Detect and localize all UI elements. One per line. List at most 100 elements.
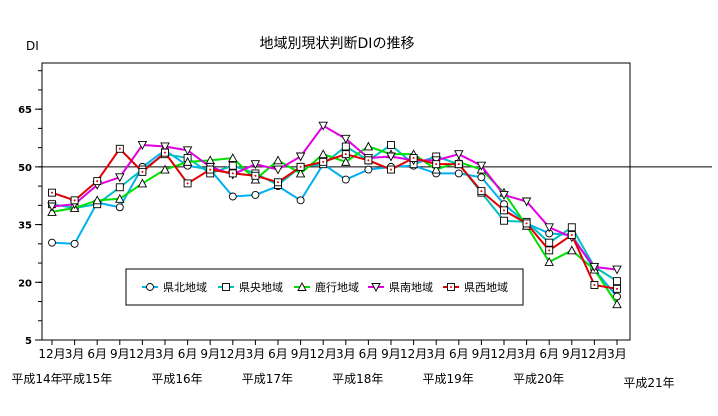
y-axis: 5 20 35 50 65 <box>18 70 42 347</box>
data-point <box>612 265 622 275</box>
data-point <box>341 175 350 184</box>
data-point <box>613 277 621 286</box>
data-point <box>295 168 306 178</box>
year-label: 平成18年 <box>332 372 383 386</box>
year-label: 平成20年 <box>513 372 564 386</box>
data-point <box>386 152 396 162</box>
x-tick-label: 9月 <box>291 347 311 361</box>
legend-label: 県央地域 <box>239 281 283 294</box>
series-line <box>51 147 618 290</box>
data-point-dot <box>435 163 438 166</box>
data-point <box>115 193 125 203</box>
legend-label: 鹿行地域 <box>315 280 359 294</box>
legend-label: 県南地域 <box>389 281 433 294</box>
x-tick-label: 12月 <box>490 347 517 361</box>
legend-item-2: 県央地域 <box>218 281 283 294</box>
legend-item-5: 県西地域 <box>443 281 508 294</box>
data-point-dot <box>164 151 166 154</box>
y-tick-label: 35 <box>18 221 32 232</box>
x-tick-label: 9月 <box>110 347 130 361</box>
data-point <box>115 183 124 192</box>
series-5 <box>48 144 621 293</box>
data-point <box>297 282 307 291</box>
data-point-dot <box>186 182 189 185</box>
data-point <box>228 192 237 201</box>
x-tick-label: 12月 <box>38 347 65 361</box>
data-point-dot <box>525 222 528 225</box>
data-point-dot <box>141 170 144 173</box>
legend-item-3: 鹿行地域 <box>294 280 359 294</box>
x-tick-label: 12月 <box>400 347 427 361</box>
data-point <box>182 146 193 156</box>
data-point <box>250 160 261 170</box>
data-point <box>296 196 305 205</box>
data-point <box>341 156 351 166</box>
data-point <box>476 161 487 171</box>
data-point <box>545 238 554 247</box>
data-point <box>47 206 57 216</box>
x-tick-label: 6月 <box>449 347 469 361</box>
data-point <box>364 165 373 174</box>
data-point-dot <box>450 286 452 288</box>
data-point <box>47 202 57 212</box>
x-tick-label: 3月 <box>517 347 537 361</box>
x-tick-label: 3月 <box>246 347 266 361</box>
x-tick-label: 6月 <box>539 347 559 361</box>
data-point <box>612 299 622 309</box>
x-tick-label: 9月 <box>472 347 492 361</box>
year-label: 平成19年 <box>423 372 474 386</box>
data-point <box>228 153 238 162</box>
data-point-dot <box>412 157 415 160</box>
data-point-dot <box>73 199 76 202</box>
legend-item-1: 県北地域 <box>142 281 207 294</box>
x-tick-label: 3月 <box>607 347 627 361</box>
data-point <box>273 165 283 175</box>
series-4 <box>47 121 622 275</box>
data-point-dot <box>390 168 392 171</box>
x-tick-label: 12月 <box>129 347 156 361</box>
data-point <box>92 195 102 205</box>
data-point <box>228 161 237 170</box>
x-tick-label: 3月 <box>336 347 356 361</box>
x-tick-label: 9月 <box>562 347 582 361</box>
x-tick-label: 12月 <box>219 347 246 361</box>
data-point <box>48 238 56 247</box>
x-tick-label: 9月 <box>381 347 401 361</box>
data-point-dot <box>593 283 596 286</box>
x-tick-label: 6月 <box>359 347 379 361</box>
data-point-dot <box>457 163 460 166</box>
series-line <box>51 124 618 271</box>
x-axis: 12月 3月 6月 9月 12月 3月 6月 9月 12月 3月 6月 9月 12月 3月 6月 9月 12月 3… <box>11 340 675 390</box>
year-label: 平成14年 <box>11 372 62 386</box>
data-point-dot <box>299 165 302 168</box>
data-point-dot <box>96 180 99 183</box>
year-label: 平成17年 <box>242 372 293 386</box>
data-point <box>499 191 509 200</box>
x-tick-label: 6月 <box>178 347 198 361</box>
data-point-dot <box>570 233 573 236</box>
plot-frame <box>41 62 631 341</box>
x-tick-label: 3月 <box>65 347 85 361</box>
x-tick-label: 12月 <box>581 347 608 361</box>
data-point-dot <box>231 172 234 175</box>
x-tick-label: 3月 <box>426 347 446 361</box>
legend: 県北地域 県央地域 鹿行地域 県南地域 県西地域 <box>125 268 524 306</box>
data-point-dot <box>367 159 370 162</box>
legend-label: 県西地域 <box>464 281 508 294</box>
data-point <box>137 178 148 188</box>
data-point <box>589 262 600 272</box>
series-group <box>47 121 622 309</box>
y-tick-label: 65 <box>18 105 32 116</box>
data-point <box>387 140 395 149</box>
x-tick-label: 6月 <box>268 347 288 361</box>
data-point <box>222 283 230 291</box>
data-point <box>160 164 170 174</box>
data-point <box>363 141 374 151</box>
data-point <box>137 140 148 150</box>
data-point <box>371 283 381 292</box>
data-point <box>477 173 486 182</box>
data-point <box>251 191 260 199</box>
data-point <box>454 169 463 178</box>
data-point-dot <box>616 287 618 290</box>
data-point <box>521 197 532 207</box>
